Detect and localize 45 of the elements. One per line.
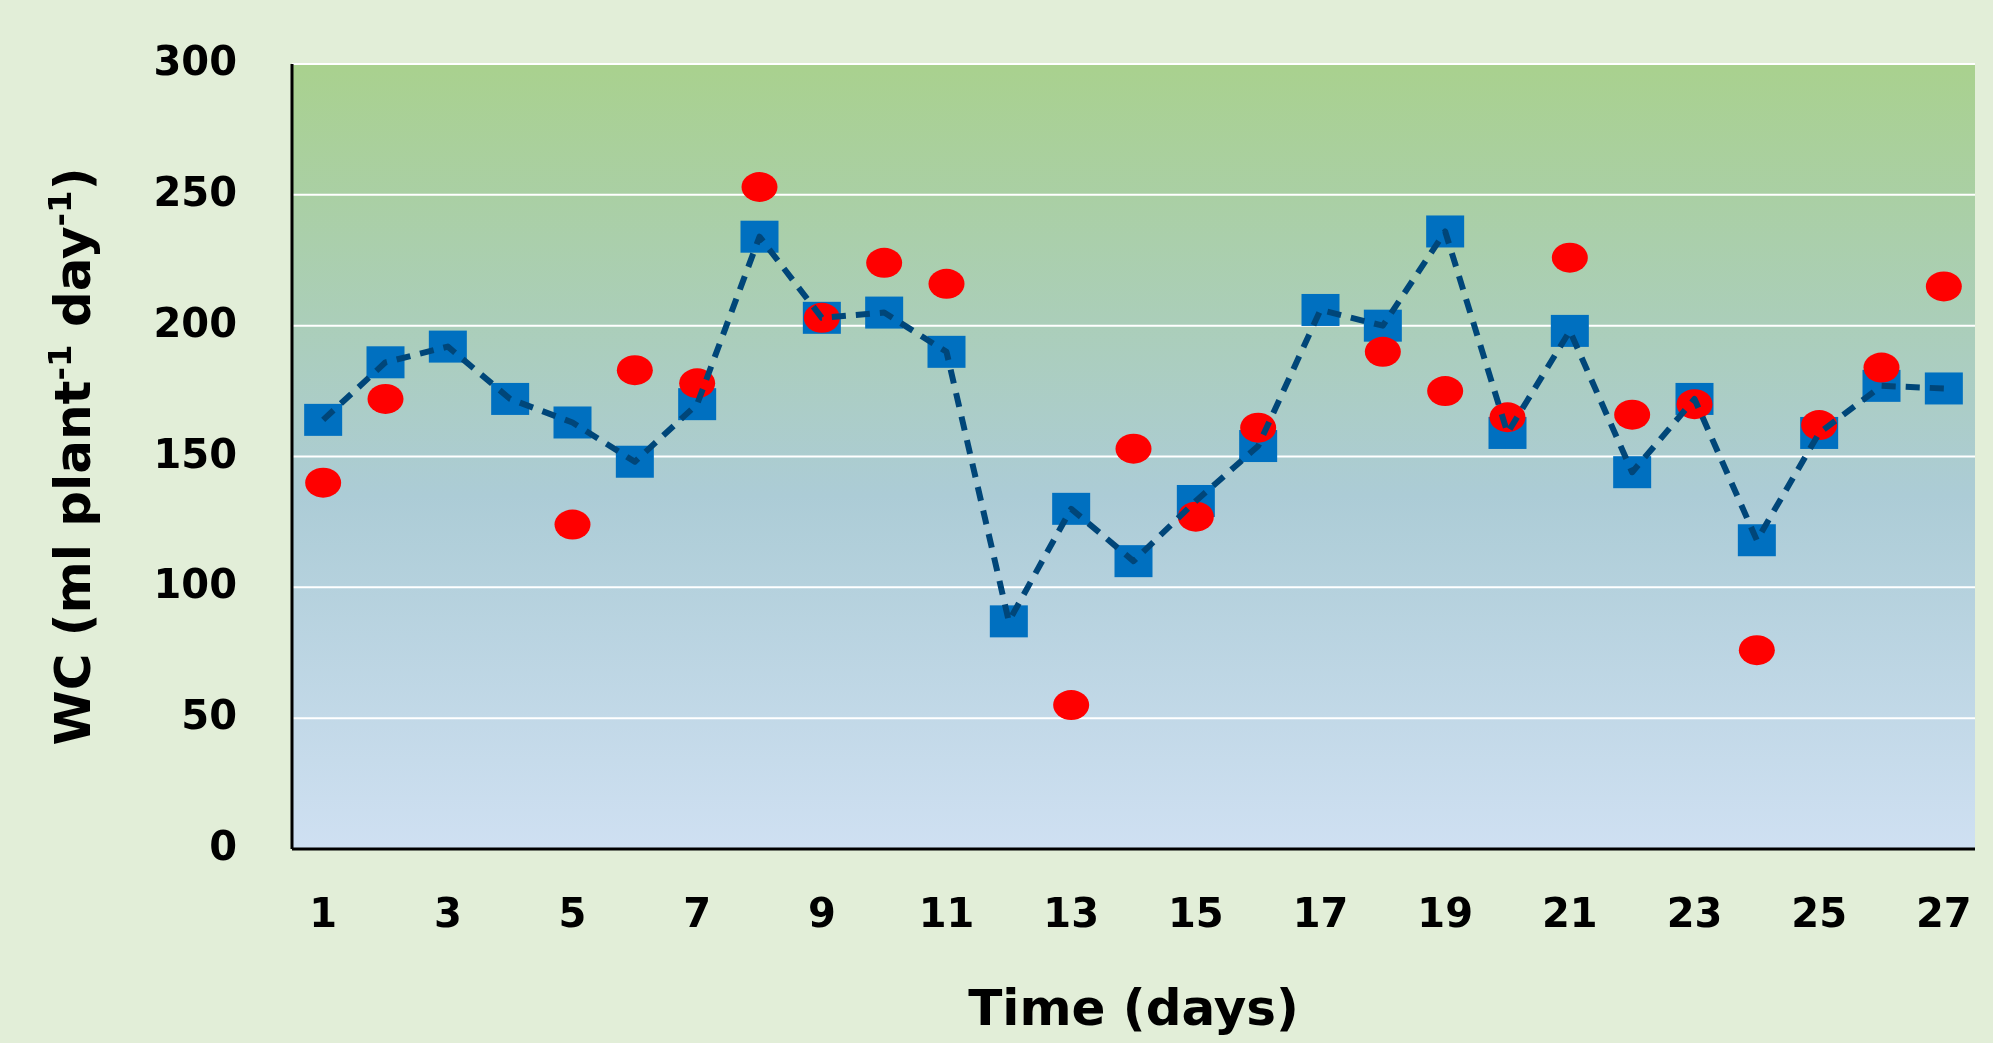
y-tick-label: 0: [209, 823, 237, 869]
point: [1613, 456, 1652, 489]
point: [1053, 690, 1090, 721]
point: [305, 467, 342, 498]
x-tick-label: 9: [807, 890, 836, 936]
point: [1551, 242, 1588, 273]
point: [741, 171, 778, 202]
x-axis-title: Time (days): [968, 979, 1299, 1037]
y-tick-label: 100: [153, 561, 237, 608]
y-tick-label: 300: [153, 38, 237, 84]
point: [616, 355, 653, 386]
point: [1364, 336, 1401, 367]
point: [1614, 399, 1651, 430]
point: [866, 247, 903, 278]
y-tick-label: 150: [153, 430, 237, 477]
x-tick-label: 21: [1542, 890, 1598, 936]
point: [1240, 412, 1277, 443]
x-tick-label: 1: [309, 890, 338, 936]
y-tick-label: 50: [181, 692, 237, 739]
point: [1925, 271, 1962, 302]
point: [1924, 372, 1963, 405]
y-tick-label: 200: [153, 299, 237, 346]
x-tick-label: 5: [558, 890, 587, 936]
point: [1427, 376, 1464, 407]
point: [740, 220, 779, 253]
x-tick-label: 17: [1292, 890, 1349, 936]
x-tick-label: 13: [1043, 890, 1099, 936]
y-tick-label: 250: [153, 168, 237, 215]
point: [927, 335, 966, 368]
x-tick-label: 3: [433, 890, 462, 936]
x-tick-label: 25: [1791, 890, 1847, 936]
point: [928, 268, 965, 299]
x-tick-label: 23: [1666, 890, 1723, 936]
x-tick-label: 15: [1168, 890, 1224, 936]
point: [1115, 433, 1152, 464]
point: [1177, 501, 1214, 532]
point: [1738, 635, 1775, 666]
point: [367, 383, 404, 414]
point: [304, 403, 343, 436]
x-tick-label: 11: [918, 890, 975, 936]
point: [554, 509, 591, 540]
point: [1863, 352, 1900, 383]
x-tick-label: 27: [1916, 890, 1972, 936]
x-tick-label: 7: [683, 890, 712, 936]
x-tick-label: 19: [1417, 890, 1473, 936]
